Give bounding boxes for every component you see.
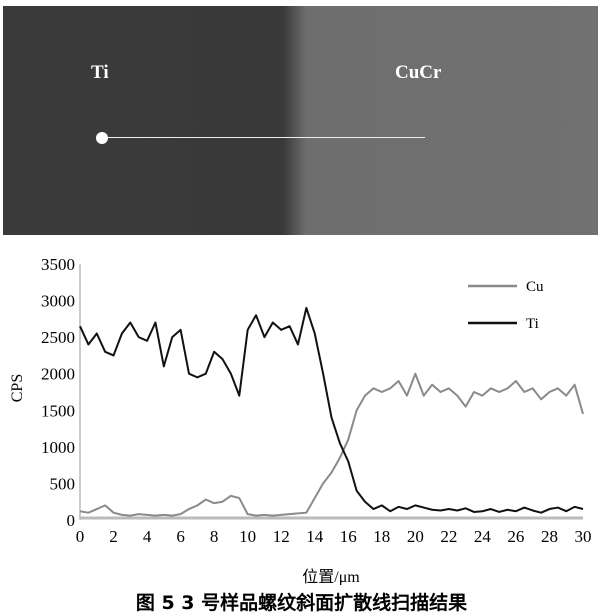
series-line-ti xyxy=(79,306,584,514)
sem-image: Ti CuCr xyxy=(3,6,598,235)
y-tick-label: 1000 xyxy=(41,438,75,457)
y-tick-label: 500 xyxy=(50,474,76,493)
y-tick-label: 0 xyxy=(67,511,76,530)
x-tick-label: 22 xyxy=(440,527,457,546)
x-tick-label: 10 xyxy=(239,527,256,546)
y-tick-label: 3000 xyxy=(41,292,75,311)
x-tick-label: 12 xyxy=(273,527,290,546)
x-tick-label: 24 xyxy=(474,527,492,546)
x-tick-label: 8 xyxy=(210,527,219,546)
x-tick-label: 4 xyxy=(143,527,152,546)
x-tick-label: 26 xyxy=(507,527,524,546)
x-tick-label: 28 xyxy=(541,527,558,546)
cucr-region-label: CuCr xyxy=(395,62,442,83)
ti-region-label: Ti xyxy=(91,62,109,83)
x-tick-label: 20 xyxy=(407,527,424,546)
x-tick-label: 16 xyxy=(340,527,357,546)
y-tick-label: 2000 xyxy=(41,365,75,384)
scan-start-dot xyxy=(96,132,108,144)
x-tick-label: 2 xyxy=(109,527,118,546)
series-line-cu xyxy=(79,372,584,517)
legend-label-cu: Cu xyxy=(526,279,544,295)
y-tick-label: 3500 xyxy=(41,255,75,274)
x-axis-label: 位置/μm xyxy=(302,568,360,585)
scan-line xyxy=(103,137,425,138)
x-tick-label: 30 xyxy=(575,527,592,546)
figure-caption: 图 5 3 号样品螺纹斜面扩散线扫描结果 xyxy=(135,592,468,614)
x-tick-label: 18 xyxy=(373,527,390,546)
y-tick-label: 1500 xyxy=(41,401,75,420)
x-tick-label: 14 xyxy=(306,527,324,546)
y-axis-label: CPS xyxy=(9,374,26,402)
x-tick-label: 0 xyxy=(76,527,85,546)
y-tick-label: 2500 xyxy=(41,328,75,347)
legend-label-ti: Ti xyxy=(526,316,539,332)
x-tick-label: 6 xyxy=(176,527,185,546)
